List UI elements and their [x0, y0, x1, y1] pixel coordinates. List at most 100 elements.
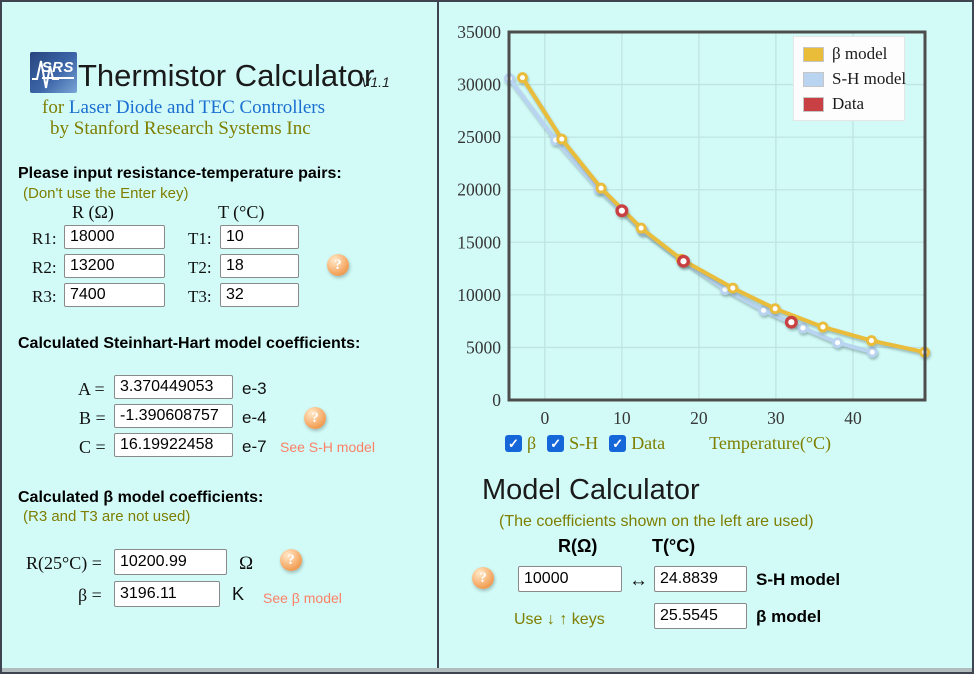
srs-logo-text: SRS — [41, 59, 74, 79]
calculator-resistance-input[interactable] — [518, 566, 622, 592]
chart-series — [503, 72, 931, 358]
r2-label: R2: — [32, 258, 57, 277]
data-point — [797, 322, 809, 334]
srs-logo: SRS — [30, 52, 77, 93]
t2-input[interactable] — [220, 254, 299, 278]
series-toggle-row: ✓ β ✓ S-H ✓ Data Temperature(°C) — [505, 433, 831, 454]
subtitle-prefix: for — [42, 97, 69, 118]
beta-help-icon[interactable]: ? — [280, 549, 302, 571]
byline: by Stanford Research Systems Inc — [50, 118, 311, 139]
y-tick-label: 20000 — [457, 180, 501, 200]
y-tick-label: 10000 — [457, 285, 501, 305]
data-point — [727, 282, 739, 294]
beta-coefficients-heading: Calculated β model coefficients: — [18, 489, 264, 506]
beta-model-swatch — [803, 46, 824, 62]
see-beta-model-link[interactable]: See β model — [263, 590, 342, 606]
data-point — [635, 222, 647, 234]
chart-frame — [507, 30, 927, 402]
x-tick-label: 40 — [844, 408, 862, 428]
chart-tick-labels: 0 5000 10000 15000 20000 25000 30000 35000 0 10 20… — [457, 22, 862, 428]
legend-item-sh: S-H model — [803, 69, 906, 89]
data-point — [615, 204, 629, 218]
data-point — [769, 303, 781, 315]
beta-input[interactable] — [114, 581, 220, 607]
calculator-sh-temperature-input[interactable] — [654, 566, 747, 592]
beta-series-checkbox[interactable]: ✓ — [505, 435, 522, 452]
data-point — [517, 72, 528, 84]
left-panel: SRS Thermistor Calculator V1.1 for Laser… — [2, 2, 439, 670]
data-series-checkbox-label: Data — [631, 433, 666, 453]
column-header-resistance: R (Ω) — [72, 202, 114, 222]
t3-input[interactable] — [220, 283, 299, 307]
right-panel: 0 5000 10000 15000 20000 25000 30000 35000 0 10 20… — [441, 2, 972, 670]
x-tick-label: 0 — [540, 408, 549, 428]
coefficient-a-exponent: e-3 — [242, 379, 267, 398]
coefficient-b-exponent: e-4 — [242, 408, 267, 427]
enter-key-note: (Don't use the Enter key) — [23, 185, 189, 202]
model-calculator-note: (The coefficients shown on the left are … — [499, 513, 814, 530]
r25-label: R(25°C) = — [26, 553, 102, 573]
beta-model-result-label: β model — [756, 607, 822, 626]
data-point — [758, 304, 770, 316]
version-label: V1.1 — [361, 74, 390, 90]
coefficient-a-input[interactable] — [114, 375, 233, 399]
model-calculator-title: Model Calculator — [482, 474, 700, 506]
legend-label-data: Data — [832, 94, 865, 113]
y-tick-label: 30000 — [457, 75, 501, 95]
calculator-help-icon[interactable]: ? — [472, 567, 494, 589]
series-line — [520, 75, 927, 355]
sh-coefficients-heading: Calculated Steinhart-Hart model coeffici… — [18, 335, 361, 352]
input-pairs-help-icon[interactable]: ? — [327, 254, 349, 276]
data-point — [817, 321, 829, 333]
calculator-beta-temperature-input[interactable] — [654, 603, 747, 629]
x-tick-label: 30 — [767, 408, 785, 428]
t1-label: T1: — [188, 229, 212, 248]
coefficient-c-label: C = — [79, 437, 106, 457]
beta-note: (R3 and T3 are not used) — [23, 508, 191, 525]
sh-help-icon[interactable]: ? — [304, 407, 326, 429]
r1-input[interactable] — [64, 225, 165, 249]
data-series-checkbox[interactable]: ✓ — [609, 435, 627, 452]
input-pairs-heading: Please input resistance-temperature pair… — [18, 165, 342, 182]
y-tick-label: 5000 — [466, 337, 501, 357]
r3-input[interactable] — [64, 283, 165, 307]
r25-unit: Ω — [239, 553, 254, 574]
beta-label: β = — [78, 585, 102, 605]
y-tick-label: 35000 — [457, 22, 501, 42]
bidirectional-arrow: ↔ — [629, 570, 648, 591]
bottom-scrollbar[interactable] — [2, 668, 972, 672]
data-point — [866, 335, 877, 347]
r2-input[interactable] — [64, 254, 165, 278]
coefficient-c-input[interactable] — [114, 433, 233, 457]
y-tick-label: 15000 — [457, 232, 501, 252]
coefficient-c-exponent: e-7 — [242, 437, 267, 456]
page-title: Thermistor Calculator — [78, 58, 375, 93]
y-tick-label: 25000 — [457, 127, 501, 147]
r25-input[interactable] — [114, 549, 227, 575]
x-tick-label: 20 — [690, 408, 708, 428]
coefficient-a-label: A = — [78, 379, 105, 399]
calculator-column-temperature: T(°C) — [652, 536, 696, 556]
see-sh-model-link[interactable]: See S-H model — [280, 439, 375, 455]
sh-series-checkbox[interactable]: ✓ — [547, 435, 565, 452]
data-point — [556, 133, 568, 145]
sh-model-result-label: S-H model — [756, 570, 841, 589]
subtitle: for Laser Diode and TEC Controllers — [42, 97, 325, 119]
legend-item-beta: β model — [803, 44, 895, 64]
t1-input[interactable] — [220, 225, 299, 249]
data-point — [866, 346, 878, 358]
data-swatch — [803, 96, 824, 112]
series-line — [507, 76, 875, 355]
data-point — [595, 182, 607, 194]
data-point — [832, 337, 844, 349]
chart-legend: β model S-H model Data — [793, 36, 906, 121]
arrow-keys-hint: Use ↓ ↑ keys — [514, 611, 605, 628]
calculator-column-resistance: R(Ω) — [558, 536, 598, 556]
r3-label: R3: — [32, 287, 57, 306]
data-point — [784, 315, 798, 329]
x-tick-label: 10 — [613, 408, 631, 428]
sh-series-checkbox-label: S-H — [569, 433, 599, 453]
sh-model-swatch — [803, 71, 824, 87]
coefficient-b-input[interactable] — [114, 404, 233, 428]
